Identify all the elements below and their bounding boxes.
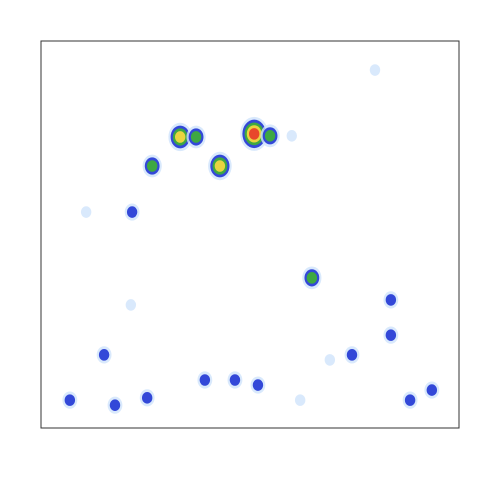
density-blob bbox=[168, 122, 192, 152]
density-level bbox=[252, 379, 264, 391]
density-blob bbox=[302, 266, 322, 290]
density-blob bbox=[383, 291, 399, 309]
density-level bbox=[426, 384, 438, 396]
density-blob bbox=[369, 64, 381, 76]
density-level bbox=[64, 394, 76, 406]
density-level bbox=[190, 131, 202, 143]
density-level bbox=[199, 374, 211, 386]
density-blob bbox=[62, 391, 78, 409]
plot-frame bbox=[40, 40, 460, 429]
density-blob bbox=[124, 203, 140, 221]
density-blob bbox=[324, 354, 336, 366]
density-blob bbox=[383, 326, 399, 344]
density-blob bbox=[208, 151, 232, 181]
density-level bbox=[385, 294, 397, 306]
density-level bbox=[125, 299, 137, 311]
density-blob bbox=[107, 396, 123, 414]
density-level bbox=[294, 394, 306, 406]
density-blob bbox=[125, 299, 137, 311]
density-level bbox=[264, 130, 276, 142]
density-blob bbox=[186, 125, 206, 149]
density-blob bbox=[424, 381, 440, 399]
density-blob bbox=[142, 154, 162, 178]
density-level bbox=[229, 374, 241, 386]
density-level bbox=[80, 206, 92, 218]
density-level bbox=[385, 329, 397, 341]
density-level bbox=[109, 399, 121, 411]
density-level bbox=[146, 160, 158, 172]
density-level bbox=[346, 349, 358, 361]
density-level bbox=[324, 354, 336, 366]
density-level bbox=[174, 131, 186, 143]
density-blob bbox=[139, 389, 155, 407]
density-level bbox=[306, 272, 318, 284]
density-level bbox=[141, 392, 153, 404]
density-level bbox=[214, 160, 226, 172]
density-blob bbox=[402, 391, 418, 409]
density-level bbox=[98, 349, 110, 361]
density-blob bbox=[80, 206, 92, 218]
density-blob bbox=[286, 130, 297, 142]
density-blob bbox=[197, 371, 213, 389]
density-blob bbox=[260, 124, 280, 148]
density-blob bbox=[240, 116, 269, 151]
density-blob bbox=[294, 394, 306, 406]
density-blob bbox=[250, 376, 266, 394]
density-level bbox=[404, 394, 416, 406]
density-level bbox=[248, 128, 260, 140]
density-blob bbox=[227, 371, 243, 389]
density-blob bbox=[344, 346, 360, 364]
density-level bbox=[369, 64, 381, 76]
density-level bbox=[286, 130, 297, 142]
density-level bbox=[126, 206, 138, 218]
density-blob bbox=[96, 346, 112, 364]
